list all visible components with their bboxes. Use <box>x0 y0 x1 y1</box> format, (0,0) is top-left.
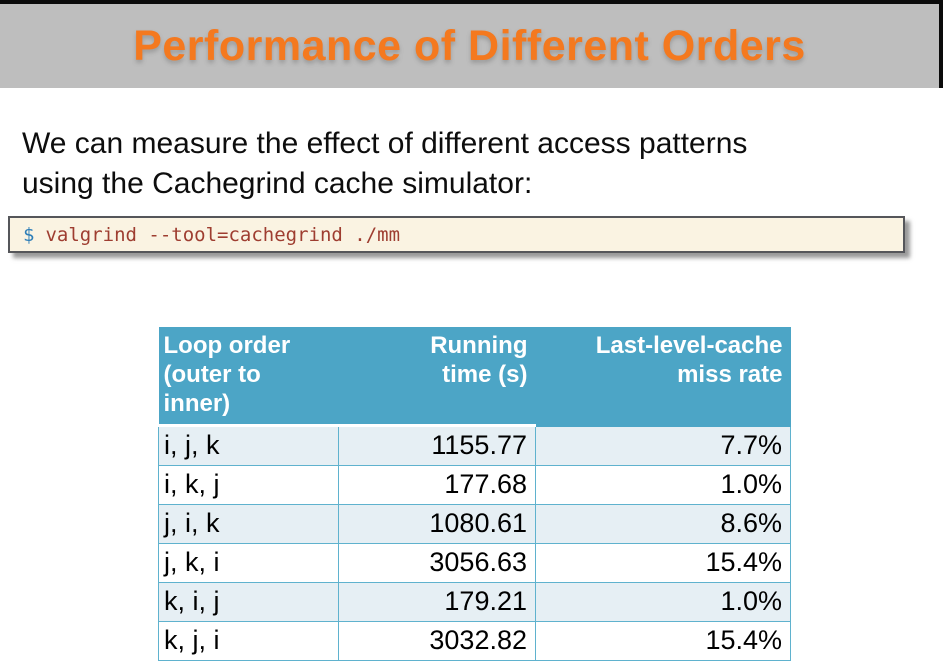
terminal-prompt: $ <box>23 223 35 246</box>
intro-text: We can measure the effect of different a… <box>22 124 747 204</box>
cell-miss-rate: 7.7% <box>535 425 791 466</box>
title-bar: Performance of Different Orders <box>0 4 943 88</box>
header-loop-order: Loop order (outer to inner) <box>158 327 339 427</box>
table-row: j, i, k 1080.61 8.6% <box>158 504 791 544</box>
terminal-command: valgrind --tool=cachegrind ./mm <box>45 223 401 246</box>
top-border <box>0 0 943 4</box>
header-miss-rate-line1: Last-level-cache <box>595 332 783 359</box>
cell-running-time: 1155.77 <box>338 425 536 466</box>
cell-running-time: 179.21 <box>338 582 536 622</box>
table-row: k, j, i 3032.82 15.4% <box>158 621 791 661</box>
cell-loop-order: j, i, k <box>158 504 339 544</box>
table-row: i, j, k 1155.77 7.7% <box>158 425 791 466</box>
cell-loop-order: k, j, i <box>158 621 339 661</box>
table-header: Loop order (outer to inner) Running time… <box>158 327 791 427</box>
cell-miss-rate: 1.0% <box>535 582 791 622</box>
table-header-row: Loop order (outer to inner) Running time… <box>158 327 791 427</box>
cell-running-time: 3056.63 <box>338 543 536 583</box>
cell-miss-rate: 8.6% <box>535 504 791 544</box>
table-row: k, i, j 179.21 1.0% <box>158 582 791 622</box>
header-running-time-line1: Running <box>430 332 528 359</box>
slide-title: Performance of Different Orders <box>133 21 806 70</box>
cell-running-time: 177.68 <box>338 465 536 505</box>
cell-running-time: 1080.61 <box>338 504 536 544</box>
header-running-time-line2: time (s) <box>442 361 528 388</box>
intro-line-2: using the Cachegrind cache simulator: <box>22 167 533 200</box>
cell-miss-rate: 15.4% <box>535 621 791 661</box>
cell-loop-order: k, i, j <box>158 582 339 622</box>
cell-loop-order: i, j, k <box>158 425 339 466</box>
cell-loop-order: j, k, i <box>158 543 339 583</box>
cell-miss-rate: 1.0% <box>535 465 791 505</box>
performance-table: Loop order (outer to inner) Running time… <box>158 327 791 661</box>
header-running-time: Running time (s) <box>338 327 536 427</box>
table-row: j, k, i 3056.63 15.4% <box>158 543 791 583</box>
cell-miss-rate: 15.4% <box>535 543 791 583</box>
table-body: i, j, k 1155.77 7.7% i, k, j 177.68 1.0%… <box>158 425 791 661</box>
header-loop-order-line2: (outer to inner) <box>163 361 261 417</box>
header-loop-order-line1: Loop order <box>163 332 291 359</box>
table-row: i, k, j 177.68 1.0% <box>158 465 791 505</box>
cell-running-time: 3032.82 <box>338 621 536 661</box>
header-miss-rate: Last-level-cache miss rate <box>535 327 791 427</box>
terminal-box: $ valgrind --tool=cachegrind ./mm <box>8 216 905 253</box>
header-miss-rate-line2: miss rate <box>677 361 783 388</box>
intro-line-1: We can measure the effect of different a… <box>22 127 748 160</box>
cell-loop-order: i, k, j <box>158 465 339 505</box>
